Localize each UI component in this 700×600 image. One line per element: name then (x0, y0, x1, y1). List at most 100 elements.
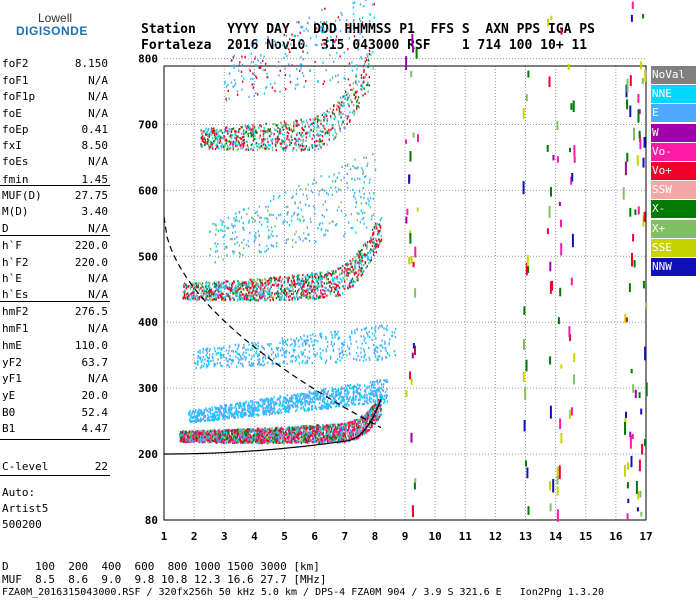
echo-point (321, 433, 323, 436)
echo-point (225, 280, 227, 283)
echo-point (261, 430, 263, 433)
echo-point (263, 413, 265, 416)
echo-point (227, 412, 229, 415)
echo-point (229, 295, 231, 298)
trace-f-first-hop (179, 395, 383, 445)
echo-point (218, 431, 220, 434)
echo-point (236, 413, 238, 416)
echo-point (368, 258, 370, 261)
echo-point (211, 408, 213, 411)
echo-point (374, 420, 376, 423)
echo-point (281, 340, 284, 343)
echo-point (332, 344, 334, 348)
echo-point (216, 411, 218, 414)
echo-point (218, 417, 220, 421)
echo-point (262, 346, 264, 350)
echo-point (296, 393, 299, 396)
echo-point (332, 436, 334, 439)
echo-point (380, 350, 382, 353)
echo-point (276, 410, 278, 414)
echo-point (377, 411, 380, 414)
echo-point (276, 398, 278, 402)
echo-point (344, 423, 346, 426)
echo-point (238, 406, 240, 410)
echo-point (215, 353, 217, 356)
echo-point (339, 423, 342, 426)
echo-point (382, 346, 384, 349)
echo-point (244, 436, 246, 439)
echo-point (372, 400, 375, 403)
echo-point (304, 343, 307, 346)
echo-point (334, 390, 337, 393)
echo-point (212, 429, 214, 432)
echo-point (318, 406, 320, 409)
echo-point (312, 396, 314, 400)
echo-point (357, 260, 359, 263)
echo-point (206, 288, 208, 291)
echo-point (327, 434, 330, 437)
echo-point (291, 360, 294, 363)
echo-point (218, 290, 221, 294)
echo-point (254, 429, 256, 432)
echo-point (285, 398, 287, 401)
echo-point (315, 394, 318, 398)
echo-point (223, 432, 226, 435)
param-name: h`F2 (2, 256, 29, 269)
param-row: h`E N/A (2, 272, 108, 286)
echo-point (234, 435, 236, 438)
echo-point (328, 404, 331, 407)
echo-point (287, 440, 289, 443)
param-name: foEp (2, 123, 29, 136)
echo-point (298, 427, 300, 430)
echo-point (342, 434, 344, 438)
echo-point (217, 418, 219, 421)
echo-point (308, 433, 310, 436)
echo-point (289, 344, 292, 347)
echo-point (234, 416, 236, 419)
echo-point (328, 426, 330, 429)
echo-point (319, 355, 321, 358)
echo-point (371, 425, 373, 428)
echo-point (346, 354, 348, 357)
echo-point (363, 430, 365, 433)
echo-point (338, 397, 341, 400)
echo-point (192, 282, 194, 285)
echo-point (297, 340, 299, 343)
echo-point (364, 397, 366, 400)
echo-point (312, 401, 314, 404)
echo-point (256, 409, 258, 412)
echo-point (313, 339, 315, 342)
echo-point (201, 438, 203, 441)
echo-point (351, 285, 353, 288)
echo-point (191, 430, 193, 433)
echo-point (315, 425, 317, 428)
echo-point (310, 425, 312, 428)
echo-point (256, 350, 258, 353)
echo-point (212, 352, 214, 356)
echo-point (359, 394, 361, 397)
echo-point (271, 362, 273, 365)
echo-point (348, 429, 350, 432)
echo-point (369, 395, 371, 398)
echo-point (295, 435, 297, 438)
echo-point (264, 398, 266, 401)
echo-point (257, 413, 259, 416)
echo-point (197, 361, 199, 364)
echo-point (337, 424, 340, 427)
echo-point (294, 359, 297, 363)
echo-point (232, 441, 234, 444)
echo-point (352, 424, 354, 427)
echo-point (375, 345, 377, 349)
echo-point (276, 426, 278, 429)
echo-point (228, 410, 231, 413)
echo-point (206, 356, 209, 359)
echo-point (232, 436, 234, 440)
echo-point (359, 388, 362, 391)
echo-point (352, 390, 354, 394)
echo-point (200, 292, 203, 295)
echo-point (314, 398, 316, 401)
echo-point (305, 281, 308, 284)
echo-point (246, 441, 248, 444)
echo-point (307, 295, 309, 298)
echo-point (245, 351, 247, 354)
